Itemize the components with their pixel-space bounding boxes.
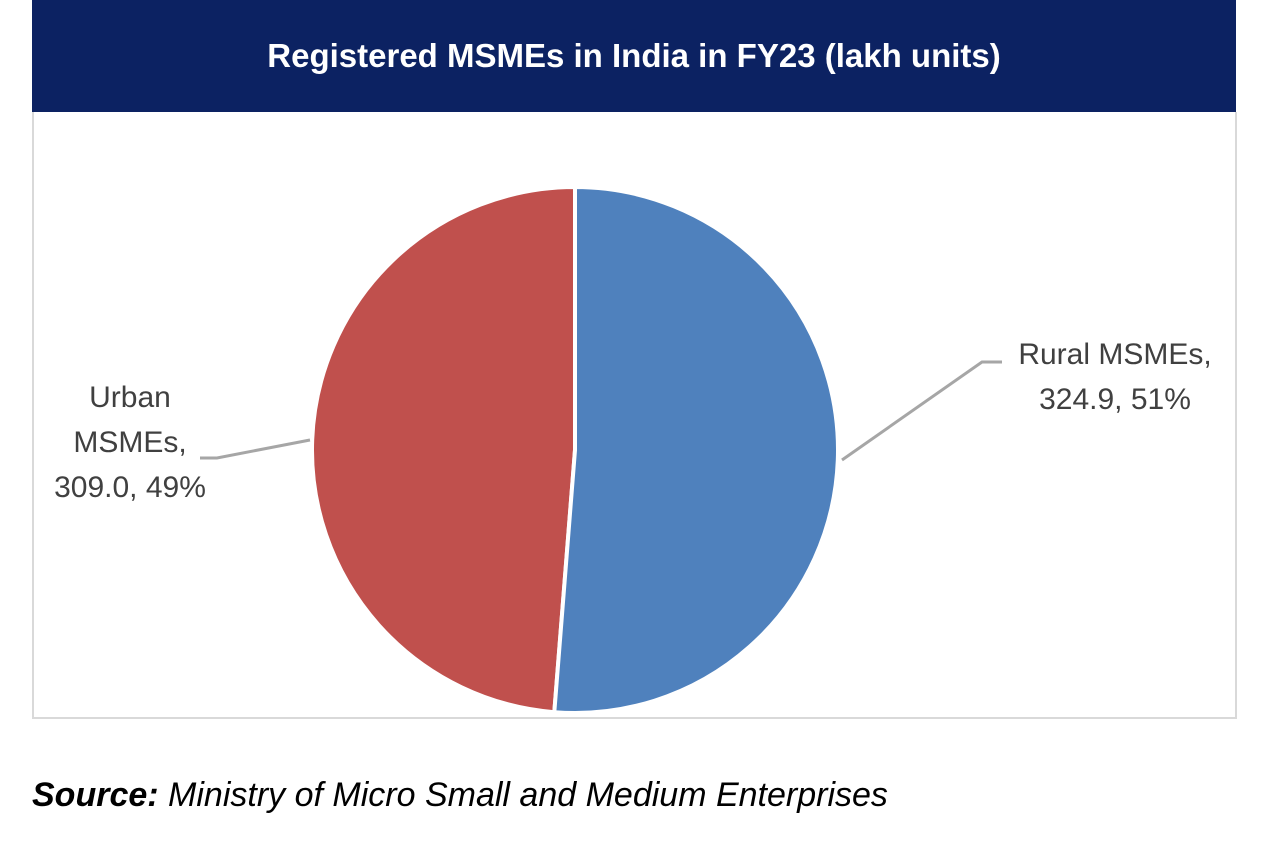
pie-slice-urban [310,184,577,715]
data-label-line: Urban [89,381,171,414]
chart-title: Registered MSMEs in India in FY23 (lakh … [32,0,1236,112]
source-note: Source: Ministry of Micro Small and Medi… [32,776,888,815]
data-label-line: Rural MSMEs, [1018,338,1212,371]
data-label-rural: Rural MSMEs, 324.9, 51% [1000,332,1230,422]
data-label-urban: Urban MSMEs, 309.0, 49% [30,375,230,510]
leader-line-rural [841,360,1002,462]
chart-frame [32,112,1237,719]
data-label-line: 309.0, 49% [54,471,206,504]
leader-line-urban [200,438,311,460]
source-label: Source: [32,776,159,814]
source-text: Ministry of Micro Small and Medium Enter… [158,776,888,814]
data-label-line: MSMEs, [73,426,187,459]
pie-slice-rural [552,184,840,715]
data-label-line: 324.9, 51% [1039,383,1191,416]
